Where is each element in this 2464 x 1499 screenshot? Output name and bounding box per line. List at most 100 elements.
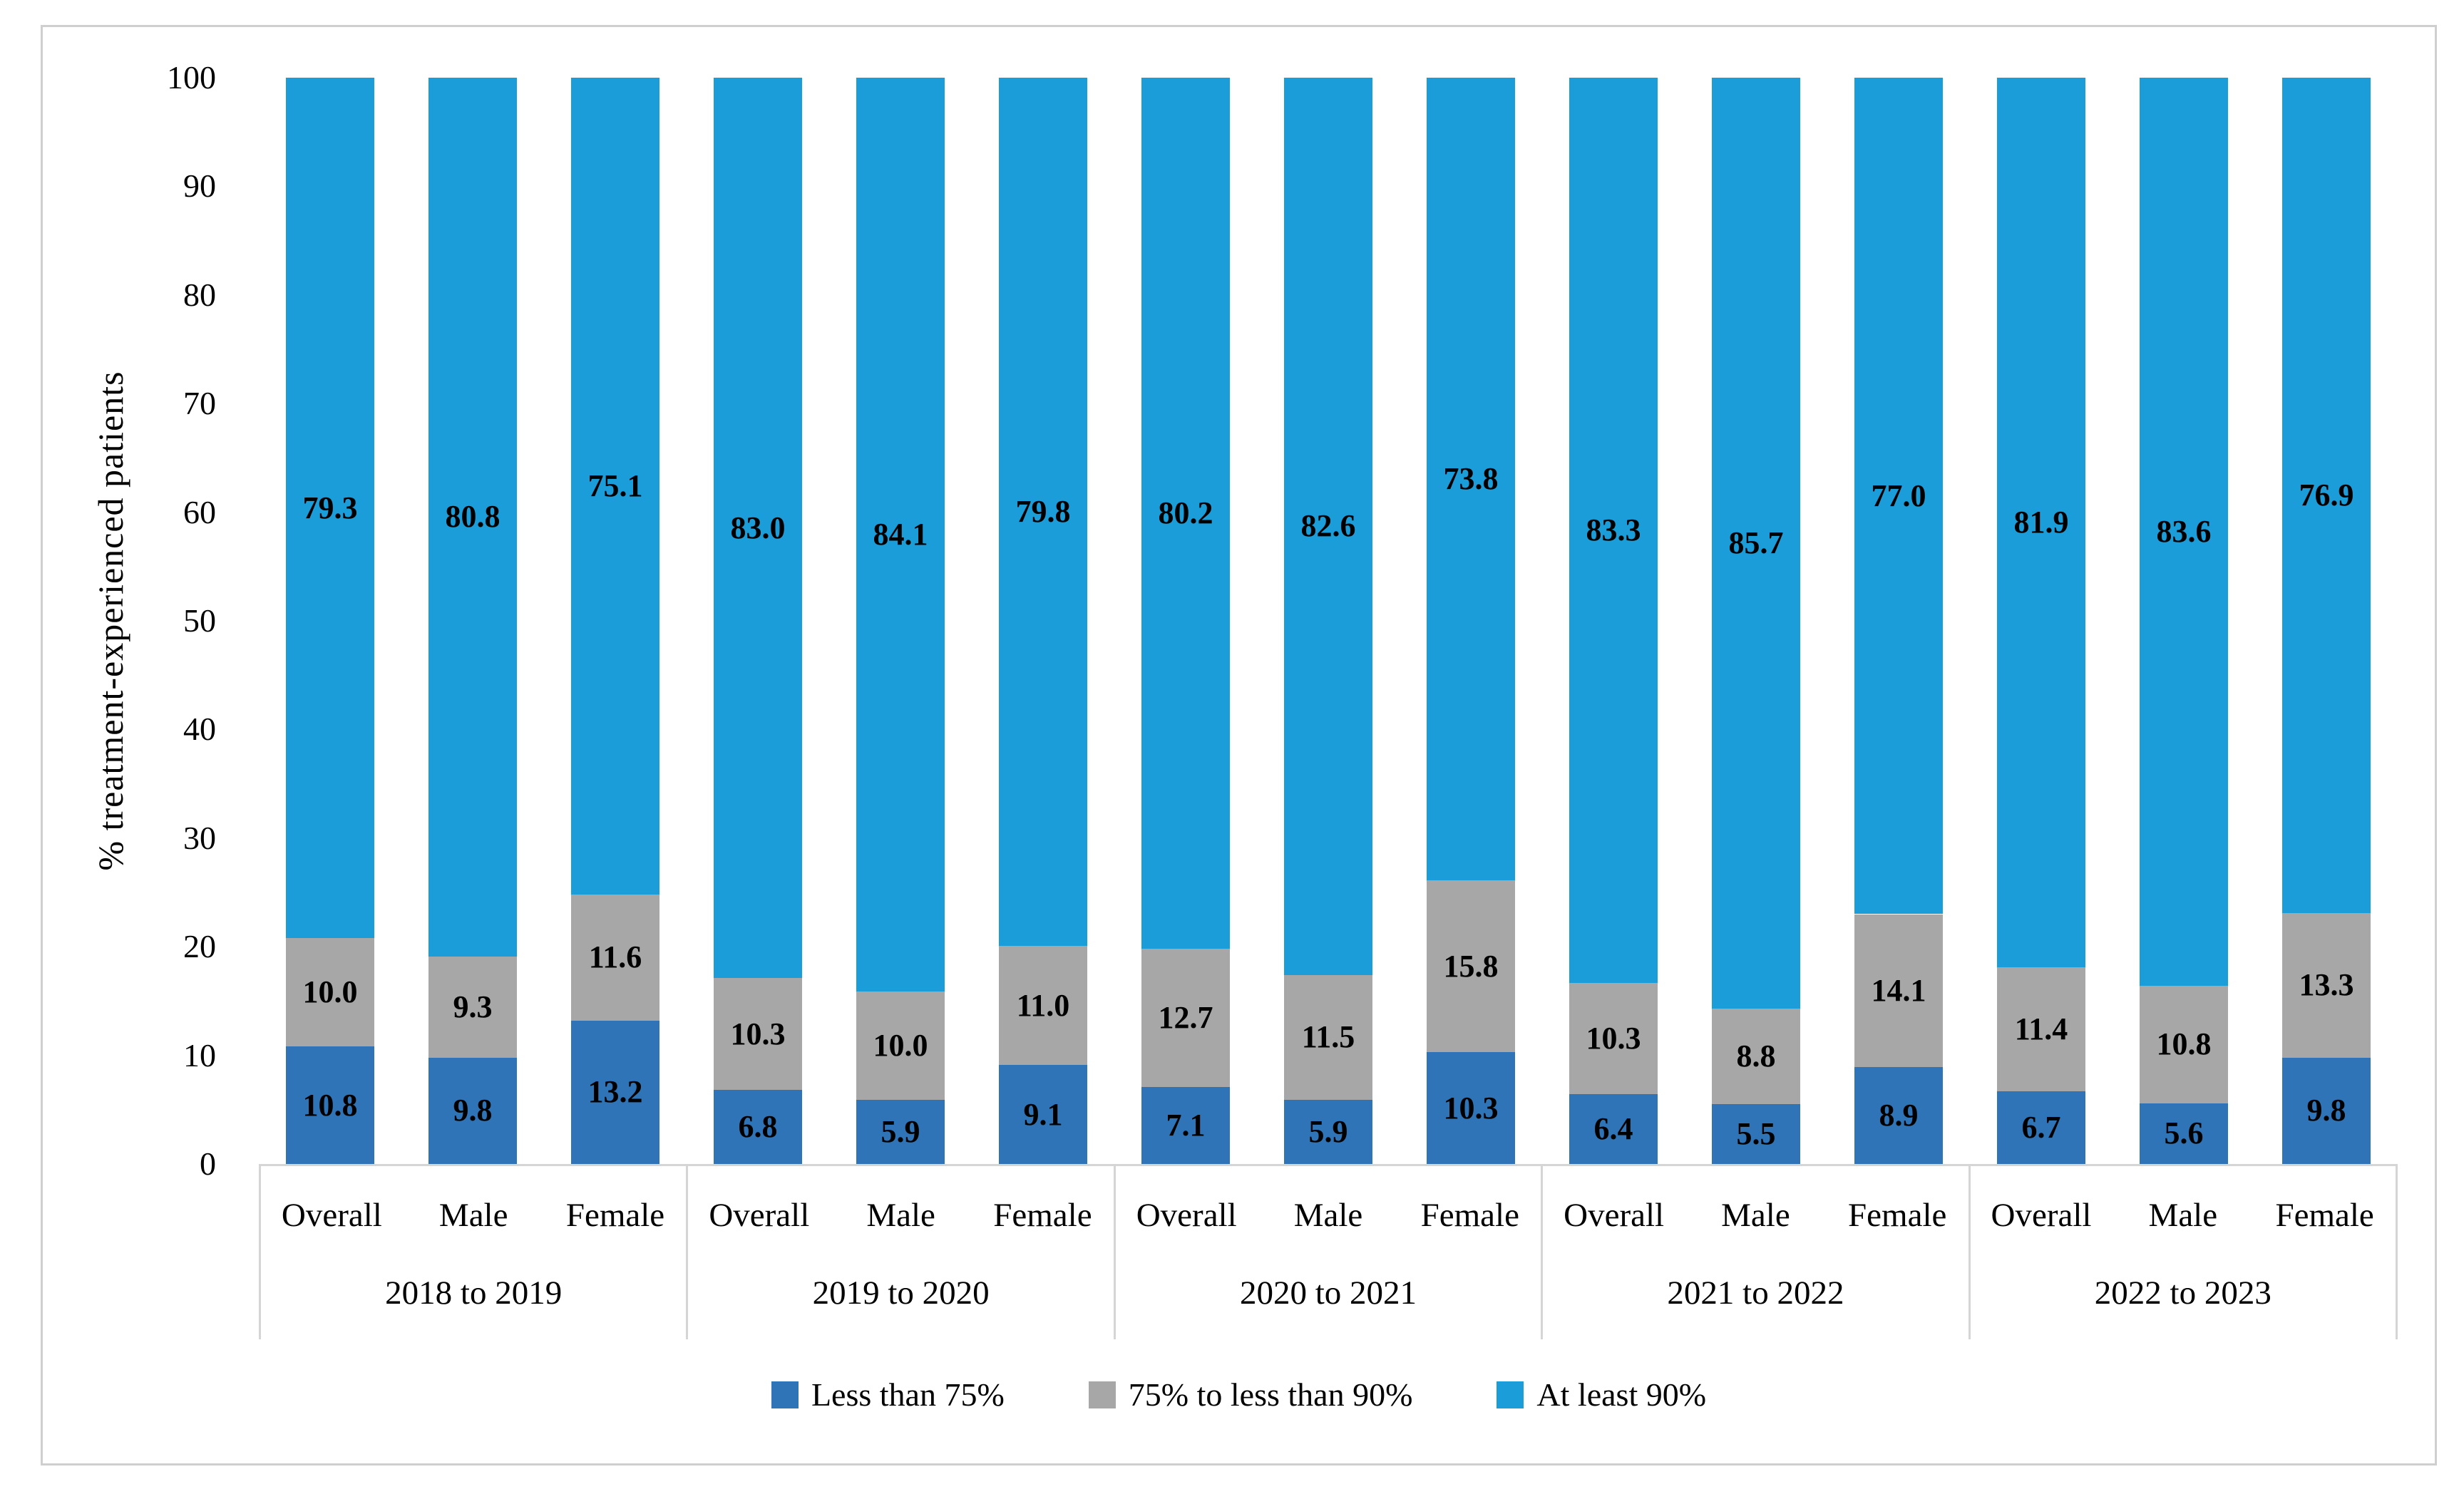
- bar-value-label: 77.0: [1871, 478, 1926, 513]
- y-tick-label: 50: [183, 602, 216, 639]
- subcategory-label: Overall: [709, 1197, 810, 1234]
- stacked-bar: 6.4 10.3 83.3: [1569, 78, 1658, 1164]
- legend-item: At least 90%: [1497, 1376, 1706, 1413]
- bar-value-label: 5.6: [2164, 1116, 2204, 1151]
- bar-value-label: 83.3: [1586, 512, 1641, 547]
- legend-item: 75% to less than 90%: [1088, 1376, 1412, 1413]
- bar-slot: 5.6 10.8 83.6: [2113, 78, 2255, 1164]
- subcategory-row: Overall Male Female: [1543, 1166, 1968, 1264]
- bar-value-label: 9.1: [1023, 1096, 1063, 1132]
- plot-area: 10.8 10.0 79.3 9.8 9.3 80.8 13.2 11.6 75.1 6.8 10.…: [259, 78, 2398, 1164]
- bar-value-label: 83.6: [2156, 514, 2212, 550]
- bar-slot: 5.9 11.5 82.6: [1257, 78, 1400, 1164]
- bar-value-label: 14.1: [1871, 972, 1926, 1008]
- subcategory-row: Overall Male Female: [688, 1166, 1113, 1264]
- bar-value-label: 81.9: [2013, 505, 2069, 540]
- group-category-label: 2020 to 2021: [1239, 1274, 1417, 1312]
- subcategory-label: Overall: [1136, 1197, 1237, 1234]
- bar-value-label: 11.6: [588, 939, 642, 975]
- bar-value-label: 5.9: [1308, 1114, 1348, 1150]
- bar-segment: 8.9: [1854, 1067, 1943, 1164]
- y-tick-label: 100: [167, 59, 216, 96]
- legend-item: Less than 75%: [771, 1376, 1005, 1413]
- bar-segment: 9.1: [999, 1065, 1087, 1164]
- stacked-bar: 5.9 10.0 84.1: [856, 78, 945, 1164]
- bar-value-label: 10.3: [730, 1016, 786, 1051]
- bar-segment: 82.6: [1284, 78, 1372, 975]
- bar-slot: 9.1 11.0 79.8: [972, 78, 1114, 1164]
- bar-segment: 10.3: [1427, 1052, 1515, 1164]
- bar-segment: 83.0: [714, 78, 802, 979]
- bar-group: 6.7 11.4 81.9 5.6 10.8 83.6 9.8 13.3 76.9: [1970, 78, 2398, 1164]
- y-tick-label: 80: [183, 276, 216, 313]
- subcategory-label: Female: [1420, 1197, 1519, 1234]
- bar-segment: 11.0: [999, 945, 1087, 1066]
- bar-value-label: 11.4: [2014, 1011, 2068, 1047]
- stacked-bar: 5.9 11.5 82.6: [1284, 78, 1372, 1164]
- bar-value-label: 9.8: [2306, 1093, 2346, 1128]
- subcategory-label: Female: [1848, 1197, 1947, 1234]
- bar-value-label: 83.0: [730, 510, 786, 545]
- subcategory-label: Female: [565, 1197, 665, 1234]
- subcategory-label: Male: [866, 1197, 935, 1234]
- group-category-label: 2022 to 2023: [2094, 1274, 2272, 1312]
- bar-group: 10.8 10.0 79.3 9.8 9.3 80.8 13.2 11.6 75.1: [259, 78, 687, 1164]
- bar-slot: 13.2 11.6 75.1: [544, 78, 687, 1164]
- y-tick-label: 0: [200, 1145, 216, 1182]
- bar-value-label: 10.0: [873, 1027, 928, 1063]
- chart-figure: % treatment-experienced patients 0 10 20 30…: [41, 25, 2437, 1465]
- bar-segment: 9.8: [428, 1057, 517, 1164]
- bar-value-label: 73.8: [1443, 461, 1499, 497]
- bar-segment: 81.9: [1997, 78, 2085, 968]
- bar-segment: 73.8: [1427, 78, 1515, 881]
- stacked-bar: 10.3 15.8 73.8: [1427, 78, 1515, 1164]
- bar-value-label: 12.7: [1158, 1000, 1213, 1036]
- bar-value-label: 10.0: [302, 974, 358, 1010]
- subcategory-label: Overall: [1564, 1197, 1665, 1234]
- bar-segment: 5.9: [1284, 1100, 1372, 1164]
- bar-segment: 11.5: [1284, 974, 1372, 1101]
- bar-segment: 10.3: [1569, 982, 1658, 1095]
- subcategory-row: Overall Male Female: [261, 1166, 686, 1264]
- stacked-bar: 9.8 9.3 80.8: [428, 78, 517, 1164]
- bar-slot: 10.8 10.0 79.3: [259, 78, 401, 1164]
- bar-segment: 6.7: [1997, 1091, 2085, 1164]
- stacked-bar: 5.5 8.8 85.7: [1712, 78, 1800, 1164]
- bar-segment: 9.8: [2282, 1057, 2371, 1164]
- bar-segment: 10.0: [856, 991, 945, 1101]
- category-group-cell: Overall Male Female 2019 to 2020: [686, 1166, 1113, 1339]
- bar-value-label: 5.5: [1736, 1116, 1776, 1152]
- bar-value-label: 79.8: [1015, 493, 1071, 529]
- legend-swatch: [1497, 1381, 1524, 1408]
- bar-value-label: 13.3: [2299, 967, 2354, 1003]
- subcategory-label: Overall: [1991, 1197, 2092, 1234]
- bar-value-label: 11.5: [1301, 1019, 1355, 1055]
- subcategory-label: Male: [2148, 1197, 2218, 1234]
- bar-value-label: 85.7: [1728, 525, 1784, 561]
- bar-value-label: 79.3: [302, 490, 358, 525]
- stacked-bar: 6.7 11.4 81.9: [1997, 78, 2085, 1164]
- bar-value-label: 84.1: [873, 516, 928, 552]
- y-tick-label: 60: [183, 493, 216, 530]
- subcategory-label: Male: [438, 1197, 508, 1234]
- bar-value-label: 10.8: [302, 1087, 358, 1123]
- bar-value-label: 10.8: [2156, 1026, 2212, 1062]
- bar-value-label: 6.8: [738, 1109, 778, 1145]
- bar-slot: 5.9 10.0 84.1: [829, 78, 972, 1164]
- bar-segment: 6.8: [714, 1090, 802, 1164]
- bar-segment: 79.8: [999, 78, 1087, 946]
- bar-value-label: 10.3: [1443, 1090, 1499, 1125]
- bar-segment: 77.0: [1854, 78, 1943, 915]
- bar-segment: 85.7: [1712, 78, 1800, 1009]
- bar-segment: 12.7: [1141, 949, 1230, 1087]
- group-category-label: 2019 to 2020: [812, 1274, 990, 1312]
- bar-value-label: 11.0: [1016, 987, 1070, 1023]
- y-tick-label: 90: [183, 168, 216, 205]
- bar-slot: 7.1 12.7 80.2: [1114, 78, 1257, 1164]
- category-group-cell: Overall Male Female 2021 to 2022: [1541, 1166, 1968, 1339]
- bar-segment: 10.0: [286, 938, 374, 1047]
- stacked-bar: 9.1 11.0 79.8: [999, 78, 1087, 1164]
- bar-segment: 80.2: [1141, 78, 1230, 949]
- bar-value-label: 13.2: [587, 1074, 643, 1110]
- y-tick-label: 30: [183, 819, 216, 856]
